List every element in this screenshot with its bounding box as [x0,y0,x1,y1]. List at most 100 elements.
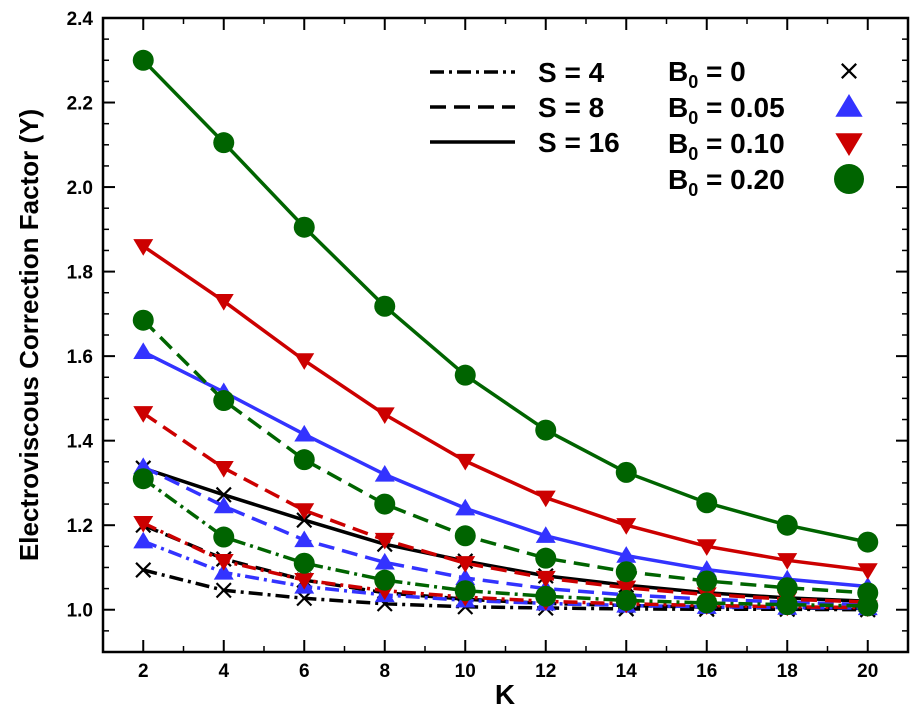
x-tick-label: 4 [218,661,229,682]
data-point [857,531,879,553]
y-tick-label: 2.4 [67,9,94,30]
x-tick-label: 6 [299,661,310,682]
legend-marker-label: B0 = 0.10 [668,128,785,164]
series-line [142,477,868,608]
y-tick-label: 1.6 [67,347,93,368]
data-point [696,592,718,614]
data-point [374,464,395,482]
data-point [454,580,476,602]
data-point [293,449,315,471]
x-tick-label: 18 [777,661,798,682]
y-tick-label: 2.2 [67,94,93,115]
data-point [132,468,154,490]
legend-marker-triangle-up [835,94,863,117]
data-point [535,419,557,441]
series-line [142,59,869,544]
x-tick-label: 12 [535,661,556,682]
y-tick-label: 1.0 [67,601,93,622]
series-solid-triangle-down [133,239,878,580]
data-point [455,453,476,471]
series-dashed-triangle-down [133,406,878,612]
data-point [293,216,315,238]
series-dashed-circle [132,309,879,604]
data-point [213,461,234,478]
data-point [374,295,396,317]
x-tick-label: 20 [857,661,878,682]
data-point [213,294,234,311]
y-axis-title: Electroviscous Correction Factor (Y) [14,109,44,561]
data-point [133,515,154,533]
data-point [294,424,315,442]
data-point [615,461,637,483]
data-point [374,532,395,550]
data-point [616,546,637,563]
data-point [213,526,235,548]
x-tick-label: 14 [616,661,638,682]
series-line [142,465,868,607]
data-point [535,526,556,543]
data-point [132,49,154,71]
data-point [374,552,395,570]
data-point [296,512,313,529]
series-line [142,244,869,573]
data-point [857,563,878,580]
legend-marker-label: B0 = 0.20 [668,164,785,200]
data-point [615,589,637,611]
data-point [135,562,152,578]
data-point [777,553,798,570]
series-dashdot-circle [132,468,879,617]
data-point [213,132,235,154]
data-point [215,582,232,599]
x-tick-label: 8 [379,661,390,682]
data-point [213,563,234,580]
y-tick-label: 2.0 [67,178,93,199]
x-tick-label: 2 [138,661,149,682]
data-point [294,353,315,370]
data-point [132,309,154,331]
y-tick-label: 1.2 [67,516,93,537]
data-point [213,554,234,571]
x-tick-label: 10 [455,661,476,682]
series-solid-circle [132,49,879,553]
data-point [455,568,476,586]
data-point [133,342,154,360]
series-line [142,521,868,610]
series-line [142,350,868,589]
legend-line-label: S = 16 [538,127,620,158]
series-line [142,539,868,610]
legend-marker-label: B0 = 0 [668,56,746,92]
series-line [142,318,868,595]
data-point [133,531,154,549]
data-point [293,552,315,574]
data-point [696,492,718,514]
data-point [696,570,718,592]
data-point [535,547,557,569]
y-tick-label: 1.8 [67,263,93,284]
data-point [776,594,798,616]
data-point [213,390,235,412]
data-point [374,569,396,591]
legend-line-label: S = 8 [538,92,604,123]
data-point [535,570,556,588]
series-line [142,466,868,604]
data-point [215,486,232,503]
x-axis-title: K [495,679,515,710]
series-line [142,411,868,604]
data-point [374,407,395,424]
legend-line-label: S = 4 [538,57,605,88]
series-layer [132,49,879,618]
data-point [857,582,879,604]
data-point [454,525,476,547]
data-point [616,518,637,535]
data-point [615,561,637,583]
data-point [535,585,557,607]
y-tick-label: 1.4 [67,432,94,453]
data-point [294,503,315,520]
legend-marker-triangle-down [835,133,863,156]
data-point [455,556,476,573]
data-point [374,493,396,515]
data-point [454,364,476,386]
data-point [294,530,315,548]
